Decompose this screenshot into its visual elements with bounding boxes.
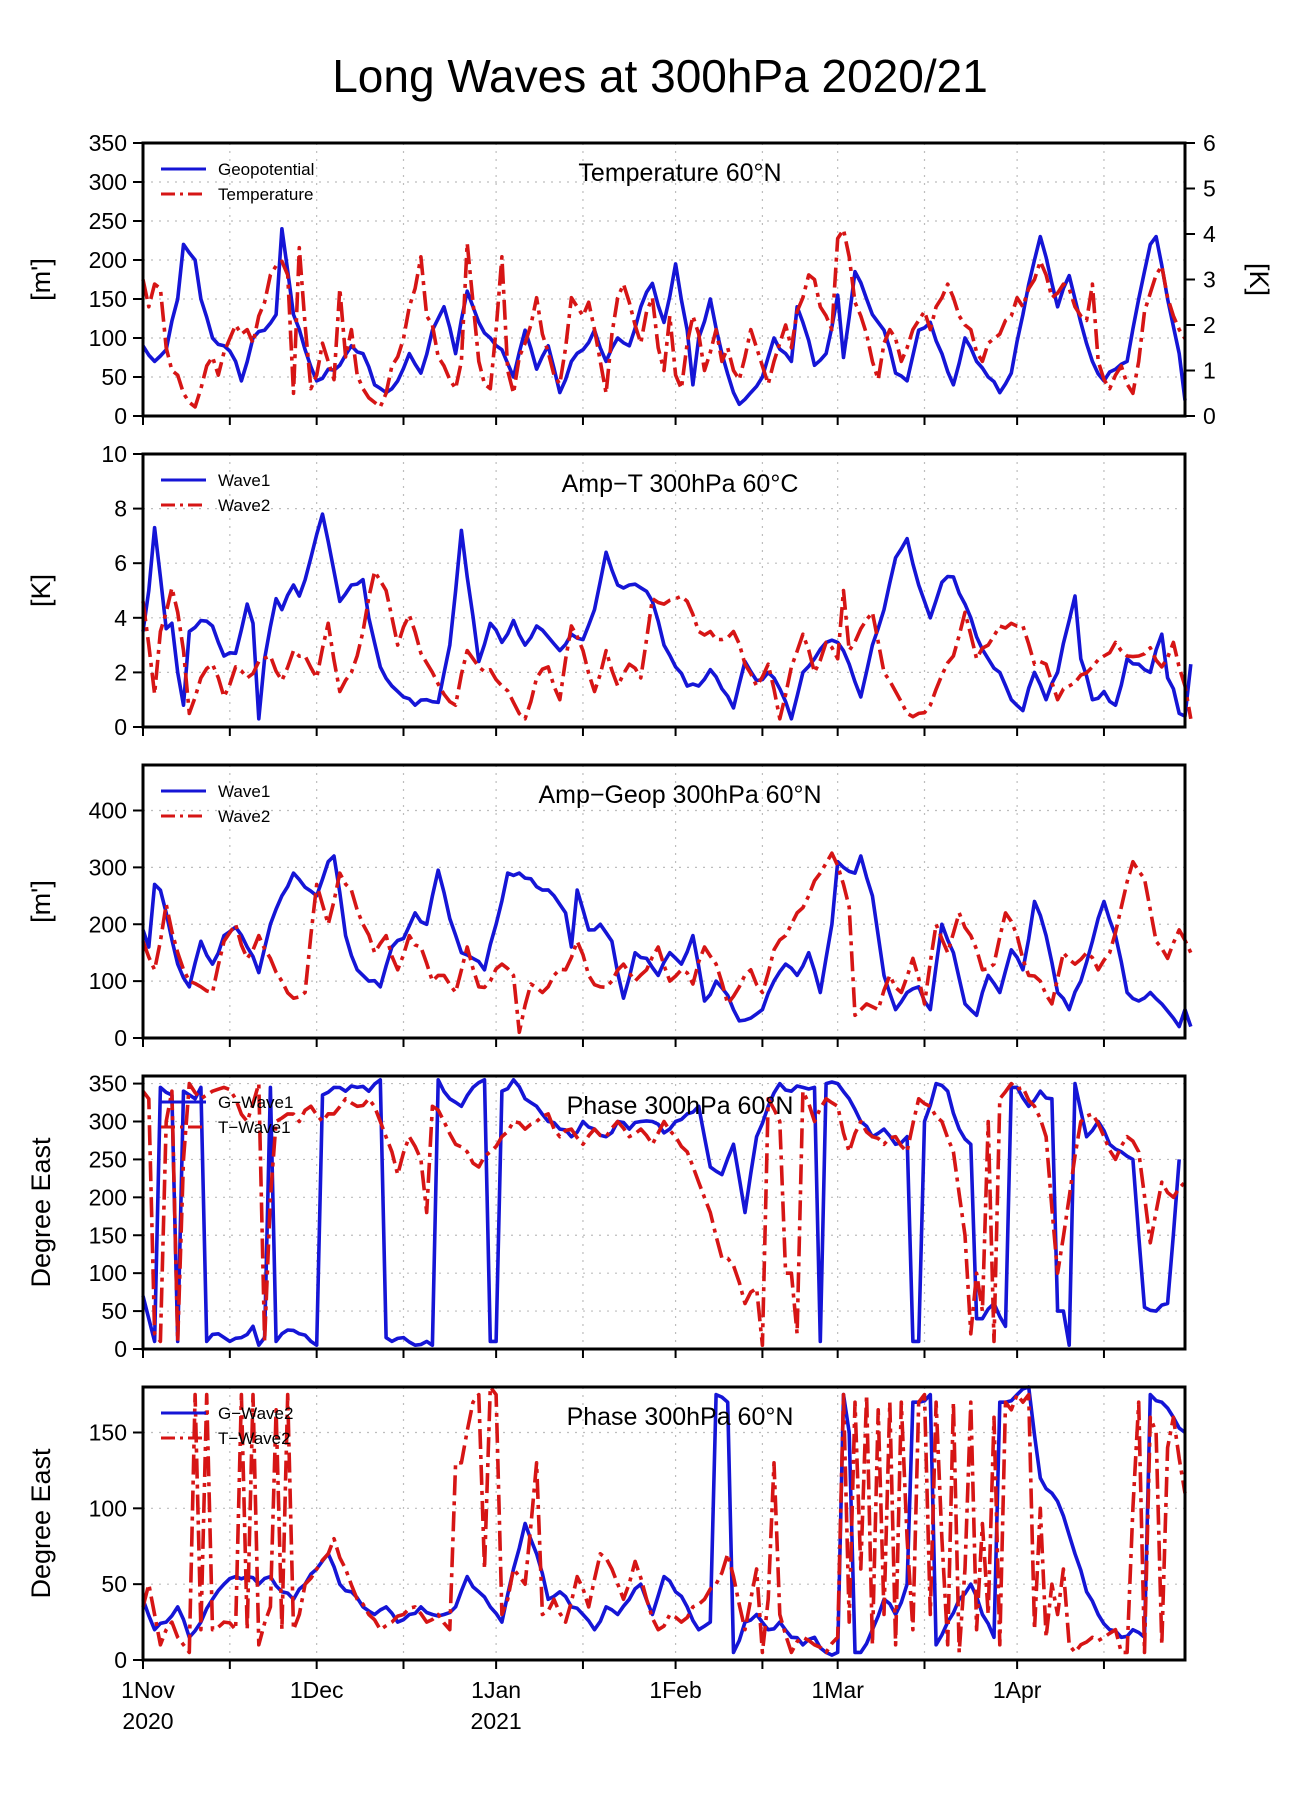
figure-title: Long Waves at 300hPa 2020/21 xyxy=(332,50,988,102)
x-tick-label: 1Apr xyxy=(993,1677,1042,1703)
legend-label: G−Wave1 xyxy=(218,1093,293,1112)
y-axis-label: [m'] xyxy=(26,880,56,923)
legend-label: G−Wave2 xyxy=(218,1404,293,1423)
panel-title: Phase 300hPa 60°N xyxy=(567,1092,794,1120)
legend-label: Wave1 xyxy=(218,471,270,490)
y-axis-label: Degree East xyxy=(26,1448,56,1599)
y-axis-label: Degree East xyxy=(26,1137,56,1288)
legend-label: T−Wave1 xyxy=(218,1118,291,1137)
y-tick-label: 2 xyxy=(114,659,127,685)
y-tick-label: 200 xyxy=(89,1184,127,1210)
legend-label: Temperature xyxy=(218,185,313,204)
y-tick-label: 100 xyxy=(89,1495,127,1521)
y2-tick-label: 2 xyxy=(1203,312,1216,338)
y-tick-label: 200 xyxy=(89,247,127,273)
x-tick-label: 1Jan xyxy=(471,1677,521,1703)
x-tick-year-label: 2020 xyxy=(122,1708,173,1734)
y-tick-label: 150 xyxy=(89,286,127,312)
legend-label: Wave2 xyxy=(218,807,270,826)
series-line-temperature xyxy=(141,227,1187,409)
panel-frame xyxy=(141,1074,1187,1351)
series-line-t-wave1 xyxy=(141,1081,1187,1347)
y-tick-label: 10 xyxy=(101,441,127,467)
y-tick-label: 0 xyxy=(114,403,127,429)
y2-tick-label: 5 xyxy=(1203,176,1216,202)
panel-title: Amp−Geop 300hPa 60°N xyxy=(538,781,821,809)
series-line-wave1 xyxy=(141,512,1193,721)
y-tick-label: 300 xyxy=(89,1109,127,1135)
legend-label: Wave2 xyxy=(218,496,270,515)
x-tick-label: 1Mar xyxy=(811,1677,864,1703)
x-tick-label: 1Nov xyxy=(121,1677,175,1703)
y-tick-label: 50 xyxy=(101,1571,127,1597)
x-tick-label: 1Feb xyxy=(649,1677,701,1703)
y-tick-label: 250 xyxy=(89,208,127,234)
y2-tick-label: 0 xyxy=(1203,403,1216,429)
y-tick-label: 200 xyxy=(89,911,127,937)
y-tick-label: 300 xyxy=(89,169,127,195)
y-tick-label: 400 xyxy=(89,798,127,824)
y-tick-label: 150 xyxy=(89,1222,127,1248)
legend-label: Geopotential xyxy=(218,160,314,179)
series-line-wave2 xyxy=(141,569,1193,721)
chart-panel-5: 0 50 100 150 Degree East Phase 300hPa 60°N G−W… xyxy=(26,1385,1187,1673)
y2-tick-label: 3 xyxy=(1203,267,1216,293)
time-axis-labels: 1Nov 2020 1Dec 1Jan 2021 1Feb 1Mar 1Apr xyxy=(121,1677,1042,1734)
x-tick-label: 1Dec xyxy=(290,1677,344,1703)
y2-tick-label: 1 xyxy=(1203,358,1216,384)
y-tick-label: 350 xyxy=(89,1071,127,1097)
panel-title: Temperature 60°N xyxy=(578,159,781,187)
y-tick-label: 250 xyxy=(89,1146,127,1172)
y-tick-label: 0 xyxy=(114,1025,127,1051)
y-tick-label: 50 xyxy=(101,364,127,390)
y-tick-label: 100 xyxy=(89,325,127,351)
legend-label: Wave1 xyxy=(218,782,270,801)
y2-axis-label: [K] xyxy=(1244,263,1274,296)
legend-label: T−Wave2 xyxy=(218,1429,291,1448)
chart-panel-3: 0 100 200 300 400 [m'] Amp−Geop 300hPa 60°N Wav… xyxy=(26,763,1193,1051)
y-tick-label: 0 xyxy=(114,714,127,740)
series-line-t-wave2 xyxy=(141,1385,1187,1655)
y-tick-label: 300 xyxy=(89,854,127,880)
y-tick-label: 350 xyxy=(89,130,127,156)
panel-frame xyxy=(141,1385,1187,1662)
series-line-geopotential xyxy=(141,227,1187,407)
chart-panels: 0501001502002503003500123456[K][m']Tempe… xyxy=(26,130,1274,1673)
y-tick-label: 8 xyxy=(114,496,127,522)
panel-title: Amp−T 300hPa 60°C xyxy=(562,470,799,498)
panel-title: Phase 300hPa 60°N xyxy=(567,1403,794,1431)
panel-frame xyxy=(141,452,1187,729)
y-tick-label: 100 xyxy=(89,1260,127,1286)
y-tick-label: 4 xyxy=(114,605,127,631)
y-tick-label: 6 xyxy=(114,550,127,576)
chart-panel-1: 0 50 100 150 200 250 300 350 0 1 2 3 4 5 6 [K] [m'] Tempe… xyxy=(26,130,1274,429)
y-tick-label: 150 xyxy=(89,1420,127,1446)
y-tick-label: 100 xyxy=(89,968,127,994)
y-axis-label: [K] xyxy=(26,574,56,607)
panel-frame xyxy=(141,763,1187,1040)
y-tick-label: 50 xyxy=(101,1298,127,1324)
y2-tick-label: 4 xyxy=(1203,221,1216,247)
chart-panel-2: 0 2 4 6 8 10 [K] Amp−T 300hPa 60°C Wave1 Wave2 xyxy=(26,441,1193,740)
y-axis-label: [m'] xyxy=(26,258,56,301)
y2-tick-label: 6 xyxy=(1203,130,1216,156)
y-tick-label: 0 xyxy=(114,1336,127,1362)
chart-panel-4: 0 50 100 150 200 250 300 350 Degree East Phase 30… xyxy=(26,1071,1187,1362)
series-line-wave1 xyxy=(141,854,1193,1029)
y-tick-label: 0 xyxy=(114,1647,127,1673)
x-tick-year-label: 2021 xyxy=(471,1708,522,1734)
